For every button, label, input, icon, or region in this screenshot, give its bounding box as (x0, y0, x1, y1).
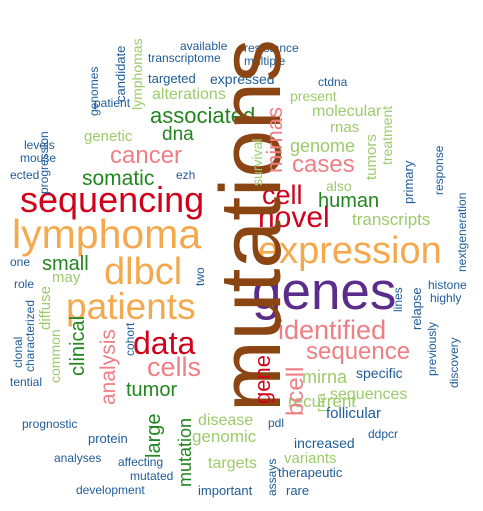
word-ezh: ezh (176, 168, 196, 182)
word-expressed: expressed (210, 71, 275, 87)
word-clinical: clinical (67, 315, 89, 376)
word-available: available (180, 39, 228, 53)
word-recurrent: recurrent (288, 392, 357, 411)
word-patients: patients (66, 286, 196, 327)
word-sequences: sequences (330, 386, 408, 403)
word-also: also (326, 178, 352, 194)
word-survival: survival (249, 138, 265, 186)
word-tumor: tumor (126, 379, 178, 401)
word-ddpcr: ddpcr (368, 427, 399, 441)
word-mirna: mirna (302, 367, 348, 387)
word-increased: increased (294, 435, 355, 451)
word-molecular: molecular (312, 103, 382, 120)
word-response: response (432, 145, 446, 195)
word-discovery: discovery (447, 337, 461, 388)
word-mutation: mutation (175, 417, 195, 487)
word-mouse: mouse (20, 151, 57, 165)
word-cell: cell (262, 180, 303, 210)
word-previously: previously (425, 321, 439, 376)
word-progression: progression (37, 131, 51, 194)
word-ctdna: ctdna (318, 75, 348, 89)
word-cohort: cohort (123, 322, 137, 356)
word-cells: cells (147, 352, 202, 382)
word-genes: genes (252, 262, 397, 321)
word-disease: disease (198, 412, 254, 429)
word-present: present (290, 88, 337, 104)
word-dna: dna (162, 124, 194, 145)
word-alterations: alterations (152, 86, 226, 103)
word-gene: gene (250, 355, 275, 404)
word-genome: genome (290, 136, 356, 156)
word-ected: ected (10, 168, 40, 182)
word-rna: rna (313, 393, 328, 412)
word-resistance: resistance (244, 41, 299, 55)
word-bcell: bcell (282, 366, 309, 416)
word-multiple: multiple (244, 54, 286, 68)
word-nextgeneration: nextgeneration (455, 192, 469, 272)
word-specific: specific (356, 365, 403, 381)
word-lymphoma: lymphoma (12, 211, 202, 257)
word-lines: lines (391, 287, 405, 312)
word-targets: targets (208, 455, 257, 472)
word-targeted: targeted (148, 71, 196, 86)
word-diffuse: diffuse (37, 286, 54, 330)
word-role: role (14, 277, 35, 291)
word-large: large (143, 413, 165, 458)
word-novel: novel (258, 201, 330, 234)
word-common: common (47, 329, 63, 383)
word-relapse: relapse (409, 287, 424, 330)
word-genomic: genomic (192, 427, 257, 446)
word-analysis: analysis (97, 329, 120, 405)
word-patient: patient (94, 96, 131, 110)
word-lymphomas: lymphomas (129, 38, 145, 110)
word-cancer: cancer (110, 142, 183, 169)
word-rnas: rnas (330, 119, 360, 136)
word-cases: cases (292, 151, 355, 178)
word-development: development (76, 483, 145, 497)
word-expression: expression (258, 230, 442, 272)
word-dlbcl: dlbcl (104, 251, 183, 293)
word-identified: identified (278, 315, 387, 345)
word-may: may (52, 269, 81, 286)
word-mirnas: mirnas (262, 106, 287, 173)
word-pdl: pdl (268, 416, 285, 430)
word-histone: histone (428, 278, 467, 292)
word-levels: levels (24, 138, 55, 152)
word-tential: tential (10, 375, 43, 389)
word-affecting: affecting (118, 455, 164, 469)
word-two: two (193, 267, 207, 286)
word-primary: primary (401, 160, 416, 204)
word-variants: variants (284, 450, 337, 467)
word-transcriptome: transcriptome (148, 51, 221, 65)
word-genetic: genetic (84, 128, 133, 145)
word-associated: associated (150, 103, 256, 128)
word-analyses: analyses (54, 451, 102, 465)
word-tumors: tumors (363, 134, 380, 180)
word-small: small (42, 253, 89, 275)
word-sequence: sequence (306, 338, 411, 365)
word-human: human (318, 190, 380, 212)
word-treatment: treatment (379, 105, 395, 165)
word-prognostic: prognostic (22, 417, 78, 431)
word-one: one (10, 255, 31, 269)
word-genomes: genomes (87, 66, 101, 116)
word-transcripts: transcripts (352, 210, 431, 229)
word-protein: protein (88, 431, 128, 446)
word-sequencing: sequencing (20, 179, 205, 220)
word-characterized: characterized (23, 299, 37, 372)
word-somatic: somatic (82, 167, 155, 190)
word-follicular: follicular (326, 405, 382, 422)
word-assays: assays (265, 458, 279, 496)
word-important: important (198, 483, 253, 498)
word-therapeutic: therapeutic (278, 465, 343, 480)
word-rare: rare (286, 483, 310, 498)
word-data: data (133, 325, 196, 361)
word-candidate: candidate (113, 45, 128, 102)
word-mutated: mutated (130, 469, 174, 483)
word-highly: highly (430, 291, 462, 305)
